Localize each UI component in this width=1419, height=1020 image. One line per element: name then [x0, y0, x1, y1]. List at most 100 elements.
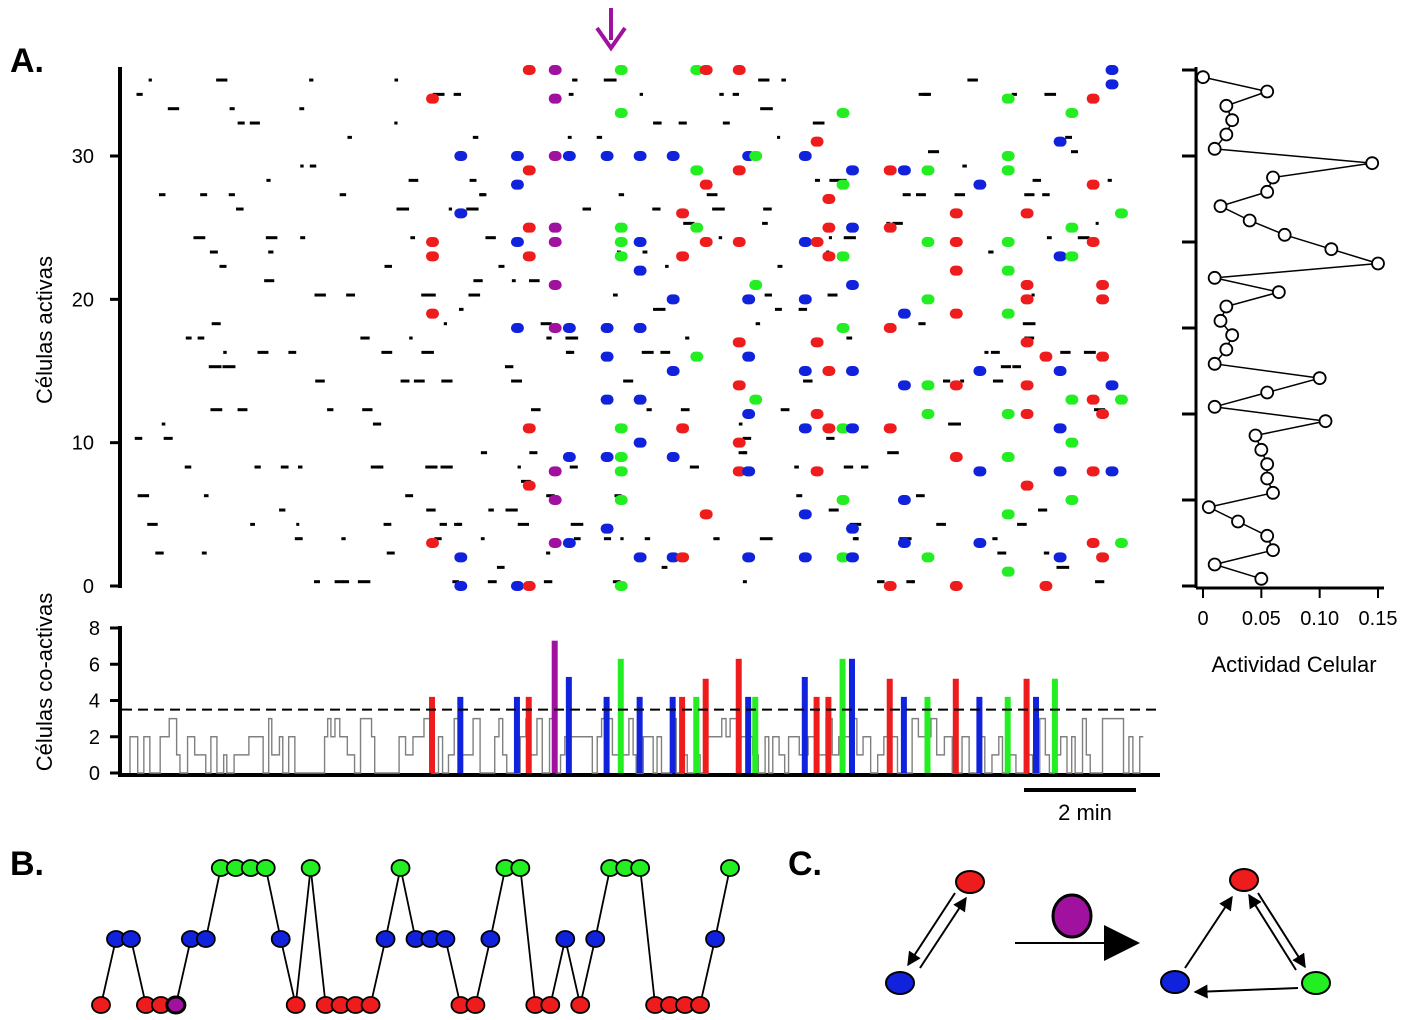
sequence-node-blue: [585, 930, 606, 948]
background-spike: [1077, 236, 1090, 240]
background-spike: [543, 580, 553, 584]
event-mark-red: [732, 65, 746, 75]
peak-blue: [976, 696, 983, 773]
activity-point: [1219, 299, 1234, 314]
background-spike: [211, 322, 221, 326]
coactive-y-tick-label: 4: [89, 691, 100, 713]
activity-point: [1248, 428, 1263, 443]
background-spike: [906, 580, 914, 584]
event-mark-green: [690, 351, 704, 362]
background-spike: [434, 537, 442, 541]
background-spike: [185, 336, 192, 340]
background-spike: [209, 250, 218, 254]
event-mark-green: [1001, 265, 1015, 276]
background-spike: [758, 78, 770, 82]
background-spike: [1060, 350, 1071, 354]
peak-blue: [801, 676, 808, 773]
background-spike: [472, 135, 479, 139]
background-spike: [408, 178, 419, 182]
event-mark-red: [1020, 380, 1034, 391]
peak-blue: [848, 658, 855, 773]
event-mark-blue: [897, 380, 911, 391]
event-mark-blue: [600, 351, 614, 362]
background-spike: [641, 350, 654, 354]
peak-green: [752, 696, 759, 773]
background-spike: [828, 508, 839, 512]
background-spike: [299, 107, 305, 111]
event-mark-purple: [548, 222, 562, 233]
event-mark-red: [822, 366, 836, 376]
event-mark-red: [522, 65, 536, 75]
activity-point: [1207, 356, 1222, 371]
background-spike: [829, 178, 836, 182]
background-spike: [660, 350, 671, 354]
activity-point: [1225, 328, 1240, 343]
background-spike: [1017, 522, 1027, 526]
peak-blue: [900, 696, 907, 773]
background-spike: [712, 207, 725, 211]
background-spike: [928, 150, 940, 154]
activity-point: [1207, 141, 1222, 156]
background-spike: [264, 279, 275, 283]
background-spike: [184, 465, 192, 469]
background-spike: [488, 508, 494, 512]
background-spike: [327, 408, 334, 412]
sequence-node-blue: [195, 930, 216, 948]
peak-green: [839, 658, 846, 773]
background-spike: [612, 293, 618, 297]
raster-y-label: Células activas: [32, 256, 57, 404]
event-mark-red: [676, 208, 690, 219]
event-mark-blue: [633, 437, 647, 448]
background-spike: [443, 322, 448, 326]
background-spike: [1042, 193, 1050, 197]
background-spike: [529, 279, 540, 283]
background-spike: [722, 121, 730, 125]
event-mark-red: [810, 237, 824, 247]
event-mark-blue: [845, 165, 859, 176]
background-spike: [343, 580, 350, 584]
background-spike: [236, 207, 244, 211]
event-mark-green: [1114, 538, 1128, 548]
activity-point: [1260, 84, 1275, 99]
coactive-peaks: [429, 640, 1058, 773]
background-spike: [266, 178, 271, 182]
event-mark-red: [949, 380, 963, 391]
event-mark-red: [522, 581, 536, 591]
peak-purple: [551, 640, 558, 773]
event-mark-red: [522, 222, 536, 233]
event-mark-blue: [845, 552, 859, 563]
background-spike: [997, 551, 1007, 555]
event-mark-green: [614, 251, 628, 262]
event-mark-blue: [798, 552, 812, 563]
background-spike: [990, 350, 1000, 354]
background-spike: [459, 307, 464, 311]
event-mark-red: [426, 237, 440, 247]
peak-green: [693, 696, 700, 773]
event-mark-blue: [633, 265, 647, 276]
event-mark-red: [949, 581, 963, 591]
background-spike: [915, 494, 925, 498]
sequence-node-red: [91, 996, 111, 1014]
event-mark-blue: [845, 366, 859, 376]
node-blue-right: [1160, 970, 1190, 994]
background-spike: [646, 408, 652, 412]
background-spike: [505, 508, 518, 512]
background-spike: [764, 293, 772, 297]
background-spike: [569, 336, 579, 340]
background-spike: [718, 236, 723, 240]
background-spike: [732, 92, 739, 96]
event-mark-red: [1020, 480, 1034, 491]
event-mark-blue: [1053, 136, 1067, 147]
background-spike: [159, 193, 166, 197]
background-spike: [314, 580, 320, 584]
event-mark-green: [690, 65, 704, 75]
event-mark-purple: [548, 466, 562, 477]
background-spike: [918, 322, 926, 326]
sequence-node-blue: [555, 930, 576, 948]
background-spike: [511, 379, 523, 383]
peak-green: [617, 658, 624, 773]
background-spike: [297, 465, 303, 469]
background-spike: [517, 465, 521, 469]
background-spike: [219, 264, 227, 268]
